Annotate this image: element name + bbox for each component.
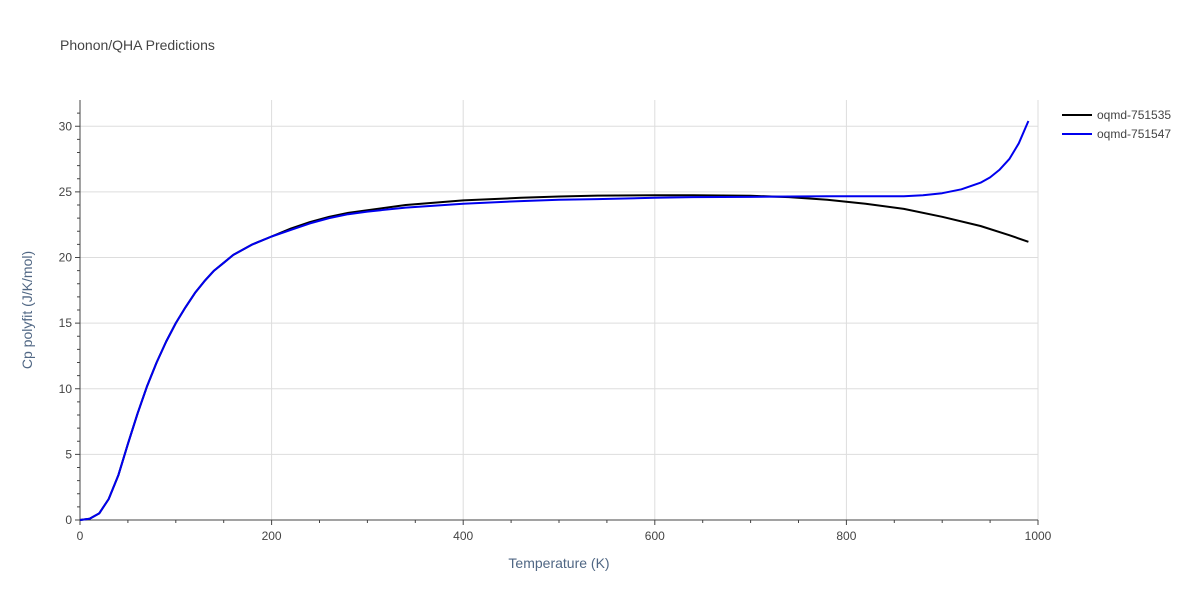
x-tick-label: 400 (453, 529, 473, 543)
series-line-oqmd-751535 (79, 194, 1029, 521)
series-lines (79, 120, 1030, 521)
legend-item-oqmd-751547[interactable]: oqmd-751547 (1062, 127, 1171, 141)
x-tick-label: 0 (77, 529, 84, 543)
y-tick-label: 25 (59, 185, 73, 199)
x-axis-title: Temperature (K) (508, 555, 609, 571)
y-tick-label: 0 (65, 513, 72, 527)
legend-label: oqmd-751547 (1097, 127, 1171, 141)
legend[interactable]: oqmd-751535 oqmd-751547 (1062, 108, 1171, 141)
y-axis-title: Cp polyfit (J/K/mol) (19, 251, 35, 369)
x-tick-label: 600 (645, 529, 665, 543)
y-tick-label: 10 (59, 382, 73, 396)
x-tick-label: 1000 (1025, 529, 1052, 543)
y-tick-label: 15 (59, 316, 73, 330)
x-tick-label: 800 (836, 529, 856, 543)
x-tick-label: 200 (262, 529, 282, 543)
y-tick-label: 5 (65, 447, 72, 461)
legend-item-oqmd-751535[interactable]: oqmd-751535 (1062, 108, 1171, 122)
grid (80, 100, 1039, 520)
legend-label: oqmd-751535 (1097, 108, 1171, 122)
chart-title: Phonon/QHA Predictions (60, 37, 215, 53)
series-line-oqmd-751547 (79, 120, 1030, 521)
y-tick-label: 30 (59, 119, 73, 133)
axes: 0 5 10 15 20 25 30 0 200 400 600 800 1000 (59, 100, 1052, 543)
y-tick-label: 20 (59, 251, 73, 265)
